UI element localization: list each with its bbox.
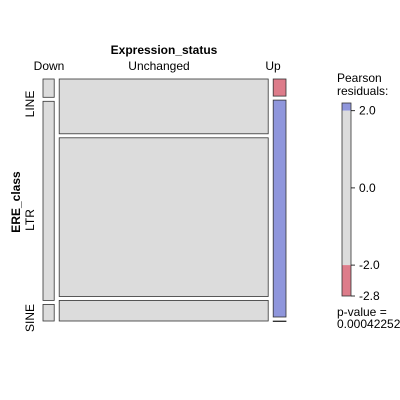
legend-tick-label: -2.0 <box>359 258 380 272</box>
row-axis-title: ERE_class <box>9 171 23 233</box>
legend-bar-border <box>341 102 352 297</box>
tile-unchanged-ltr <box>58 137 269 297</box>
tile-down-ltr <box>42 100 55 301</box>
legend-color-bar <box>341 102 352 297</box>
tile-down-line <box>42 78 55 98</box>
pvalue-label: p-value = <box>337 305 387 319</box>
tile-up-sine <box>272 320 287 323</box>
column-label-unchanged: Unchanged <box>128 59 189 73</box>
legend-negative-segment <box>342 265 351 296</box>
legend-positive-segment <box>342 103 351 111</box>
legend-tick-label: 2.0 <box>359 104 376 118</box>
tile-unchanged-sine <box>58 299 269 322</box>
tile-down-sine <box>42 303 55 322</box>
mosaic-tiles <box>42 78 287 323</box>
pvalue-value: 0.00042252 <box>337 317 400 331</box>
legend-tick-label: 0.0 <box>359 181 376 195</box>
column-label-down: Down <box>34 59 65 73</box>
column-label-up: Up <box>265 59 281 73</box>
row-label-line: LINE <box>23 91 37 118</box>
legend-title-line1: Pearson <box>337 71 382 85</box>
tile-up-ltr <box>272 99 287 318</box>
row-label-ltr: LTR <box>23 209 37 231</box>
legend-neutral-segment <box>342 110 351 266</box>
legend-tick-label: -2.8 <box>359 289 380 303</box>
legend-title-line2: residuals: <box>337 84 388 98</box>
legend-ticks: 2.0 0.0 -2.0 -2.8 <box>351 104 380 303</box>
tile-up-line <box>272 78 287 97</box>
row-label-sine: SINE <box>23 304 37 332</box>
column-axis-title: Expression_status <box>111 43 218 57</box>
tile-unchanged-line <box>58 78 269 135</box>
